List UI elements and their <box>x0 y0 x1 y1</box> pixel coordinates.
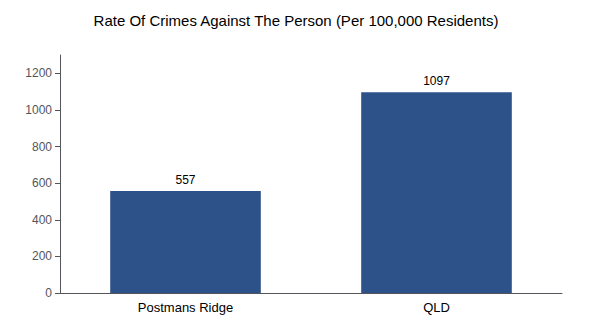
svg-text:1097: 1097 <box>423 74 450 88</box>
svg-text:600: 600 <box>32 176 52 190</box>
svg-text:QLD: QLD <box>423 300 450 315</box>
svg-text:1200: 1200 <box>25 66 52 80</box>
svg-text:Postmans Ridge: Postmans Ridge <box>138 300 233 315</box>
svg-text:1000: 1000 <box>25 103 52 117</box>
svg-text:200: 200 <box>32 249 52 263</box>
svg-text:Rate Of Crimes Against The Per: Rate Of Crimes Against The Person (Per 1… <box>94 12 499 29</box>
svg-text:0: 0 <box>45 286 52 300</box>
svg-text:800: 800 <box>32 140 52 154</box>
svg-text:557: 557 <box>175 173 195 187</box>
svg-text:400: 400 <box>32 213 52 227</box>
